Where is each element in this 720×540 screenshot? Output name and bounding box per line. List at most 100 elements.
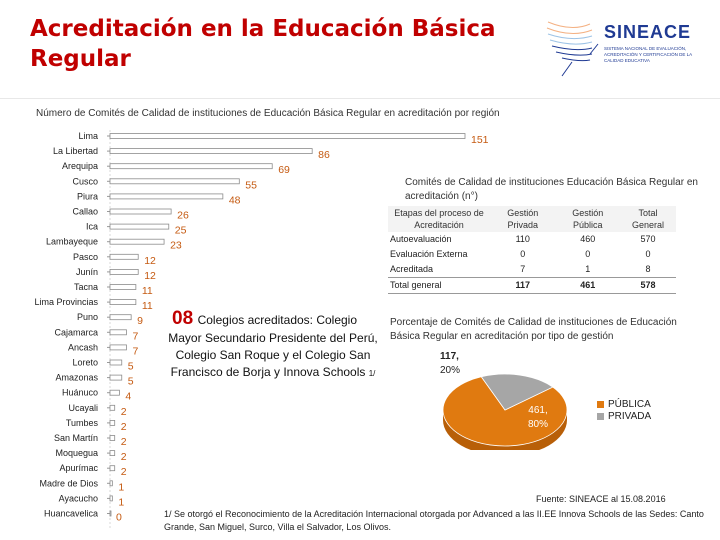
category-label: Arequipa <box>62 161 98 171</box>
bar <box>109 148 313 155</box>
value-label: 12 <box>144 255 156 267</box>
bar <box>109 495 113 502</box>
management-pie-chart <box>442 373 568 450</box>
category-label: Pasco <box>73 252 98 262</box>
legend-swatch <box>597 400 604 408</box>
value-label: 4 <box>125 391 131 403</box>
bar <box>109 299 137 306</box>
category-label: La Libertad <box>53 146 98 156</box>
accreditation-table: Etapas del proceso de Acreditación Gesti… <box>388 206 676 294</box>
value-label: 12 <box>144 270 156 282</box>
accredited-schools-text: Mayor Secundario Presidente del Perú, Co… <box>168 331 378 379</box>
category-label: Ancash <box>68 342 98 352</box>
category-label: Tumbes <box>66 418 99 428</box>
pie-slice <box>442 376 568 447</box>
pie-legend: PÚBLICA PRIVADA <box>597 398 651 422</box>
value-label: 1 <box>118 496 124 508</box>
bar <box>109 359 123 366</box>
table-title: Comités de Calidad de instituciones Educ… <box>405 177 698 202</box>
table-header-row: Etapas del proceso de Acreditación Gesti… <box>388 206 676 232</box>
bar <box>109 344 127 351</box>
category-label: Ica <box>86 222 98 232</box>
value-label: 25 <box>175 225 187 237</box>
table-header: Gestión Privada <box>490 206 556 232</box>
publica-label: 461, 80% <box>528 404 548 432</box>
table-cell: Evaluación Externa <box>390 249 468 259</box>
bar <box>109 133 466 139</box>
chart-title: Número de Comités de Calidad de instituc… <box>36 108 500 119</box>
table-total-row: Total general 117 461 578 <box>388 277 676 294</box>
bar <box>109 253 139 260</box>
category-label: Piura <box>77 191 98 201</box>
bar <box>109 480 113 487</box>
category-label: Ucayali <box>68 403 98 413</box>
legend-swatch <box>597 412 604 420</box>
bar <box>109 208 172 215</box>
value-label: 7 <box>132 345 138 357</box>
value-label: 55 <box>245 179 257 191</box>
value-label: 7 <box>132 330 138 342</box>
value-label: 0 <box>116 512 122 524</box>
category-label: Huancavelica <box>44 509 98 519</box>
bar <box>109 404 116 411</box>
table-header: Gestión Pública <box>555 206 621 232</box>
value-label: 69 <box>278 164 290 176</box>
table-cell: Total general <box>388 277 490 294</box>
category-label: Cusco <box>72 176 98 186</box>
publica-value-label: 461, <box>528 405 548 416</box>
value-label: 151 <box>471 134 489 146</box>
category-label: Lima Provincias <box>34 297 98 307</box>
bar <box>109 163 273 170</box>
bar <box>109 419 116 426</box>
legend-item-publica: PÚBLICA <box>597 398 651 410</box>
category-label: Cajamarca <box>54 327 98 337</box>
table-row: Acreditada 7 1 8 <box>388 262 676 278</box>
category-label: Amazonas <box>55 373 98 383</box>
value-label: 23 <box>170 240 182 252</box>
publica-percent-label: 80% <box>528 419 549 430</box>
category-label: San Martín <box>54 433 98 443</box>
value-label: 2 <box>121 406 127 418</box>
table-row: Evaluación Externa 0 0 0 <box>388 247 676 262</box>
category-label: Huánuco <box>62 388 98 398</box>
bar <box>109 238 165 245</box>
bar <box>109 450 116 457</box>
accredited-count: 08 <box>172 308 194 329</box>
table-cell: 0 <box>520 249 526 259</box>
bar <box>109 268 139 275</box>
accredited-schools: Mayor Secundario Presidente del Perú, Co… <box>162 330 384 382</box>
category-label: Madre de Dios <box>39 478 98 488</box>
table-cell: 7 <box>520 264 526 274</box>
category-label: Lima <box>78 131 98 141</box>
table-cell: 570 <box>640 234 656 244</box>
bar <box>109 389 120 396</box>
table-cell: 0 <box>585 249 591 259</box>
category-label: Apurímac <box>59 463 98 473</box>
bar <box>109 374 123 381</box>
bar <box>109 284 137 290</box>
logo-name: SINEACE <box>604 22 692 42</box>
table-cell: Acreditada <box>390 264 434 274</box>
hummingbird-logo-icon <box>546 21 599 77</box>
pie-title: Porcentaje de Comités de Calidad de inst… <box>390 317 677 342</box>
value-label: 26 <box>177 210 189 222</box>
value-label: 11 <box>142 300 153 312</box>
table-cell: 110 <box>515 234 530 244</box>
legend-label: PÚBLICA <box>608 398 651 410</box>
table-cell: 1 <box>585 264 591 274</box>
footnote-ref: 1/ <box>368 369 376 378</box>
category-label: Loreto <box>72 358 98 368</box>
accredited-note: 08 Colegios acreditados: Colegio <box>172 308 392 330</box>
table-cell: 0 <box>645 249 651 259</box>
privada-value-label: 117, <box>440 351 459 362</box>
page-title: Acreditación en la Educación Básica Regu… <box>30 16 496 72</box>
category-label: Ayacucho <box>59 493 98 503</box>
value-label: 2 <box>121 421 127 433</box>
bar <box>109 314 132 321</box>
category-label: Lambayeque <box>46 237 98 247</box>
value-label: 5 <box>128 376 134 388</box>
legend-label: PRIVADA <box>608 410 652 422</box>
category-label: Junín <box>76 267 98 277</box>
category-label: Puno <box>77 312 98 322</box>
